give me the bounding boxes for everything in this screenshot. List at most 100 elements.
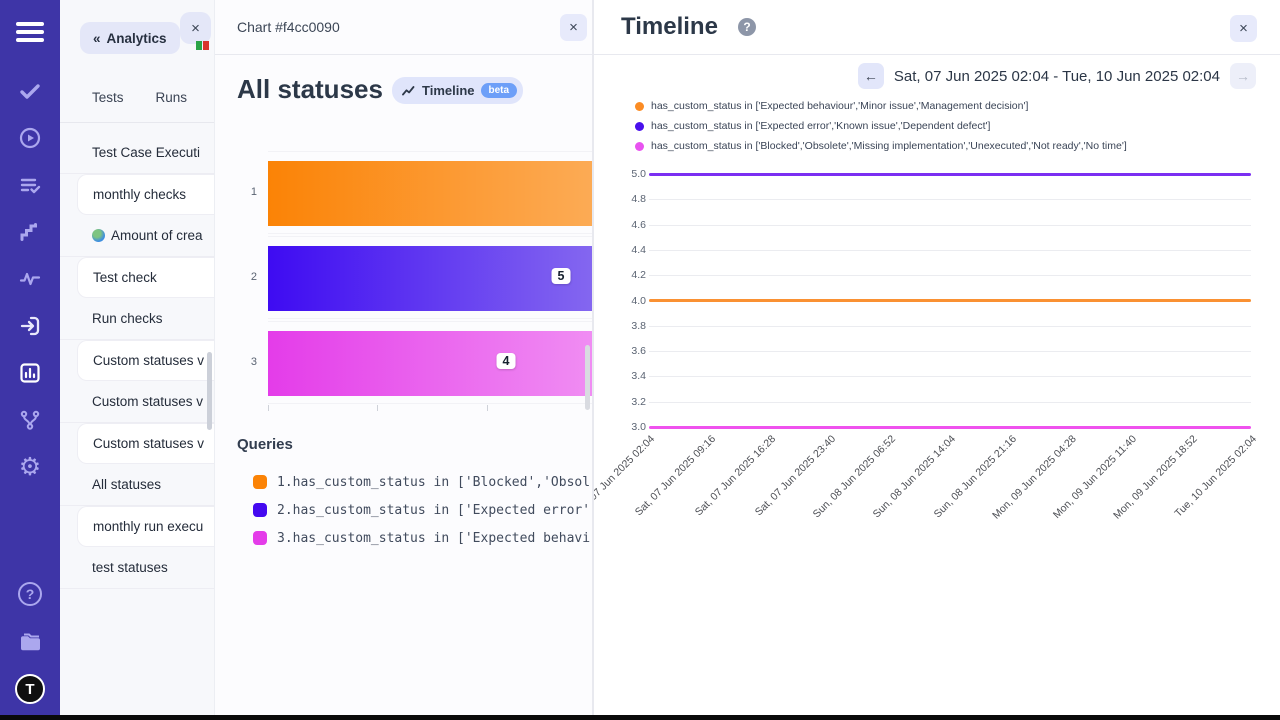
y-tick-label: 3.0 <box>631 421 646 433</box>
tab-runs[interactable]: Runs <box>155 90 188 105</box>
timeline-header: Timeline ? × <box>594 0 1280 55</box>
gridline <box>649 325 1251 327</box>
list-item[interactable]: Custom statuses v <box>77 339 214 381</box>
queries-heading: Queries <box>237 436 293 453</box>
list-item-label: Test check <box>93 269 157 285</box>
scrollbar-thumb[interactable] <box>207 352 212 430</box>
x-tick-label: Sat, 07 Jun 2025 02:04 <box>593 433 658 518</box>
chart-panel-title: Chart #f4cc0090 <box>237 19 340 35</box>
y-tick-label: 4.4 <box>631 243 646 256</box>
bar-row <box>268 151 592 234</box>
check-icon[interactable] <box>18 79 42 103</box>
series-line[interactable] <box>649 425 1251 429</box>
series-line[interactable] <box>649 172 1251 176</box>
list-item[interactable]: Run checks <box>60 298 214 340</box>
gridline <box>649 199 1251 201</box>
prev-range-button[interactable]: ← <box>857 63 884 89</box>
chart-panel-header: Chart #f4cc0090 × <box>215 0 592 55</box>
bar-chart: 1 5 2 4 3 <box>215 145 592 425</box>
bar-row: 5 <box>268 236 592 319</box>
x-tick-label: Sat, 07 Jun 2025 09:16 <box>632 433 718 519</box>
gridline <box>649 427 1251 428</box>
play-circle-icon[interactable] <box>18 126 42 150</box>
exit-arrow-icon[interactable] <box>18 314 42 338</box>
analytics-close-button[interactable]: × <box>180 12 211 44</box>
legend-item[interactable]: has_custom_status in ['Blocked','Obsolet… <box>635 136 1127 156</box>
list-item-label: Run checks <box>92 310 163 326</box>
app-logo[interactable]: T <box>15 674 45 704</box>
help-circle-icon[interactable]: ? <box>18 582 42 606</box>
list-item-label: Amount of crea <box>111 227 203 243</box>
query-item[interactable]: 3.has_custom_status in ['Expected behavi <box>253 524 592 552</box>
series-line[interactable] <box>649 299 1251 302</box>
list-item-label: monthly checks <box>93 186 187 202</box>
gridline <box>649 249 1251 251</box>
bar-category-label: 1 <box>250 186 257 198</box>
chart-title: All statuses <box>237 74 383 104</box>
projects-folder-icon[interactable] <box>18 630 44 659</box>
analytics-list: Test Case Executi monthly checks Amount of… <box>60 132 214 589</box>
steps-icon[interactable] <box>18 220 42 244</box>
bar[interactable] <box>268 161 592 226</box>
y-tick-label: 3.4 <box>631 370 646 383</box>
legend-label: has_custom_status in ['Expected error','… <box>651 120 991 132</box>
bar-category-label: 3 <box>250 356 257 368</box>
list-item-label: Custom statuses v <box>93 435 205 451</box>
next-range-button[interactable]: → <box>1230 63 1256 89</box>
bar-row: 4 <box>268 321 592 404</box>
date-range-label: Sat, 07 Jun 2025 02:04 - Tue, 10 Jun 202… <box>893 67 1220 85</box>
task-list-check-icon[interactable] <box>18 173 42 197</box>
list-item[interactable]: monthly run execu <box>77 505 214 547</box>
analytics-bar-chart-icon[interactable] <box>18 361 42 385</box>
gridline <box>649 174 1251 175</box>
query-text: 1.has_custom_status in ['Blocked','Obsol <box>277 474 591 490</box>
analytics-back-label: Analytics <box>106 30 167 46</box>
y-tick-label: 4.8 <box>631 193 646 206</box>
gridline <box>649 401 1251 403</box>
y-tick-label: 5.0 <box>631 168 646 180</box>
gridline <box>649 224 1251 226</box>
bar[interactable] <box>268 331 592 396</box>
gridline <box>649 275 1251 277</box>
list-item[interactable]: Amount of crea <box>60 215 214 257</box>
recording-indicator <box>196 41 209 50</box>
branch-icon[interactable] <box>18 408 42 432</box>
list-item[interactable]: All statuses <box>60 464 214 506</box>
list-item-label: test statuses <box>92 559 168 575</box>
legend-item[interactable]: has_custom_status in ['Expected error','… <box>635 116 1127 136</box>
list-item[interactable]: Test check <box>77 256 214 298</box>
bar[interactable] <box>268 246 592 311</box>
list-item-label: Custom statuses v <box>92 393 204 409</box>
list-item[interactable]: monthly checks <box>77 173 214 215</box>
legend-label: has_custom_status in ['Expected behaviou… <box>651 100 1029 112</box>
chart-close-button[interactable]: × <box>560 14 587 41</box>
queries-list: 1.has_custom_status in ['Blocked','Obsol… <box>253 468 592 552</box>
x-tick-label: Sat, 07 Jun 2025 16:28 <box>692 433 778 519</box>
query-item[interactable]: 1.has_custom_status in ['Blocked','Obsol <box>253 468 592 496</box>
analytics-back-button[interactable]: « Analytics <box>80 22 180 54</box>
list-item[interactable]: test statuses <box>60 547 214 589</box>
chart-panel: Chart #f4cc0090 × All statuses Timeline … <box>215 0 593 720</box>
query-text: 3.has_custom_status in ['Expected behavi <box>277 530 591 546</box>
query-item[interactable]: 2.has_custom_status in ['Expected error' <box>253 496 592 524</box>
scrollbar-thumb[interactable] <box>585 345 590 410</box>
timeline-title: Timeline <box>621 13 718 40</box>
help-icon[interactable]: ? <box>738 18 756 36</box>
gridline <box>649 376 1251 378</box>
timeline-toggle-button[interactable]: Timeline beta <box>392 77 524 104</box>
activity-icon[interactable] <box>18 267 42 291</box>
collapse-icon: « <box>93 30 101 46</box>
y-tick-label: 3.6 <box>631 345 646 358</box>
list-item-label: Test Case Executi <box>92 144 201 160</box>
menu-icon[interactable] <box>16 22 44 44</box>
legend-item[interactable]: has_custom_status in ['Expected behaviou… <box>635 96 1127 116</box>
x-tick-label: Mon, 09 Jun 2025 04:28 <box>990 433 1079 522</box>
legend-dot <box>635 141 644 151</box>
list-item[interactable]: Custom statuses v <box>77 422 214 464</box>
tab-tests[interactable]: Tests <box>92 90 124 105</box>
timeline-close-button[interactable]: × <box>1230 15 1257 42</box>
list-item[interactable]: Custom statuses v <box>60 381 214 423</box>
list-item[interactable]: Test Case Executi <box>60 132 214 174</box>
settings-gear-icon[interactable]: ⚙ <box>18 453 42 481</box>
